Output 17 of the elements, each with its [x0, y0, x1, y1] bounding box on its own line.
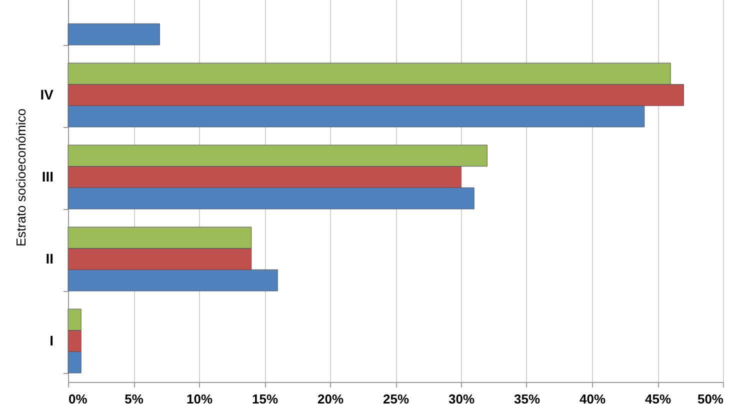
x-tick-label: 40% — [579, 392, 606, 406]
x-tick-label: 35% — [514, 392, 540, 406]
x-tick-label: 25% — [382, 392, 410, 406]
x-tick-label: 15% — [252, 392, 278, 406]
x-tick-label: 50% — [697, 392, 724, 406]
y-tick-label: III — [42, 168, 54, 184]
y-axis-title: Estrato socioeconómico — [13, 108, 28, 247]
x-tick-label: 0% — [68, 392, 88, 406]
y-tick-label: IV — [40, 86, 54, 102]
x-tick-label: 45% — [644, 392, 672, 406]
x-tick-label: 20% — [317, 392, 344, 406]
x-tick-label: 30% — [448, 392, 475, 406]
x-tick-label: 10% — [186, 392, 213, 406]
bar — [68, 23, 160, 46]
x-tick-label: 5% — [124, 392, 144, 406]
y-tick-label: II — [46, 250, 54, 266]
y-tick-label: I — [50, 332, 54, 348]
